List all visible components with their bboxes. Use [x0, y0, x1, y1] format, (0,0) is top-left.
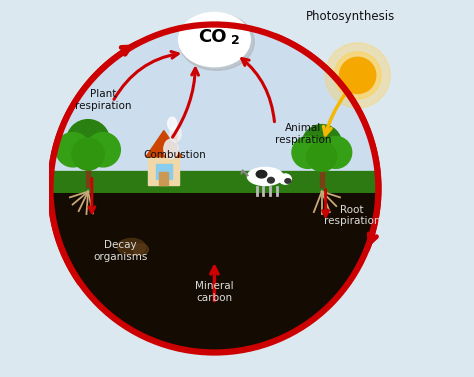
Ellipse shape: [267, 178, 274, 183]
Ellipse shape: [179, 12, 250, 67]
Circle shape: [320, 136, 352, 169]
Polygon shape: [51, 172, 378, 192]
Circle shape: [66, 120, 109, 162]
Polygon shape: [50, 188, 378, 352]
Circle shape: [292, 136, 324, 169]
Ellipse shape: [285, 179, 291, 183]
Circle shape: [56, 133, 90, 167]
Text: Photosynthesis: Photosynthesis: [305, 11, 395, 23]
Polygon shape: [148, 157, 179, 185]
Ellipse shape: [247, 167, 283, 185]
Ellipse shape: [133, 244, 148, 255]
Text: Plant
respiration: Plant respiration: [75, 89, 131, 111]
Circle shape: [307, 141, 337, 172]
Text: Decay
organisms: Decay organisms: [93, 240, 147, 262]
Text: CO: CO: [198, 28, 227, 46]
Ellipse shape: [256, 170, 267, 178]
Ellipse shape: [117, 239, 146, 256]
Polygon shape: [171, 134, 176, 151]
Ellipse shape: [164, 139, 178, 159]
Polygon shape: [319, 158, 324, 187]
Circle shape: [325, 43, 390, 108]
Ellipse shape: [170, 126, 181, 142]
Polygon shape: [159, 172, 168, 185]
Circle shape: [339, 57, 376, 93]
Polygon shape: [86, 156, 91, 187]
Text: Mineral
carbon: Mineral carbon: [195, 281, 234, 303]
Ellipse shape: [179, 13, 254, 70]
Polygon shape: [146, 131, 182, 157]
Ellipse shape: [279, 174, 292, 184]
Text: Combustion: Combustion: [144, 150, 206, 160]
Ellipse shape: [168, 117, 177, 130]
Circle shape: [302, 124, 342, 164]
Polygon shape: [156, 164, 172, 179]
Circle shape: [50, 25, 378, 352]
Text: Animal
respiration: Animal respiration: [275, 123, 331, 145]
Circle shape: [334, 52, 381, 99]
Text: Root
respiration: Root respiration: [324, 205, 380, 227]
Circle shape: [72, 138, 104, 170]
Circle shape: [86, 133, 120, 167]
Text: 2: 2: [231, 34, 240, 47]
